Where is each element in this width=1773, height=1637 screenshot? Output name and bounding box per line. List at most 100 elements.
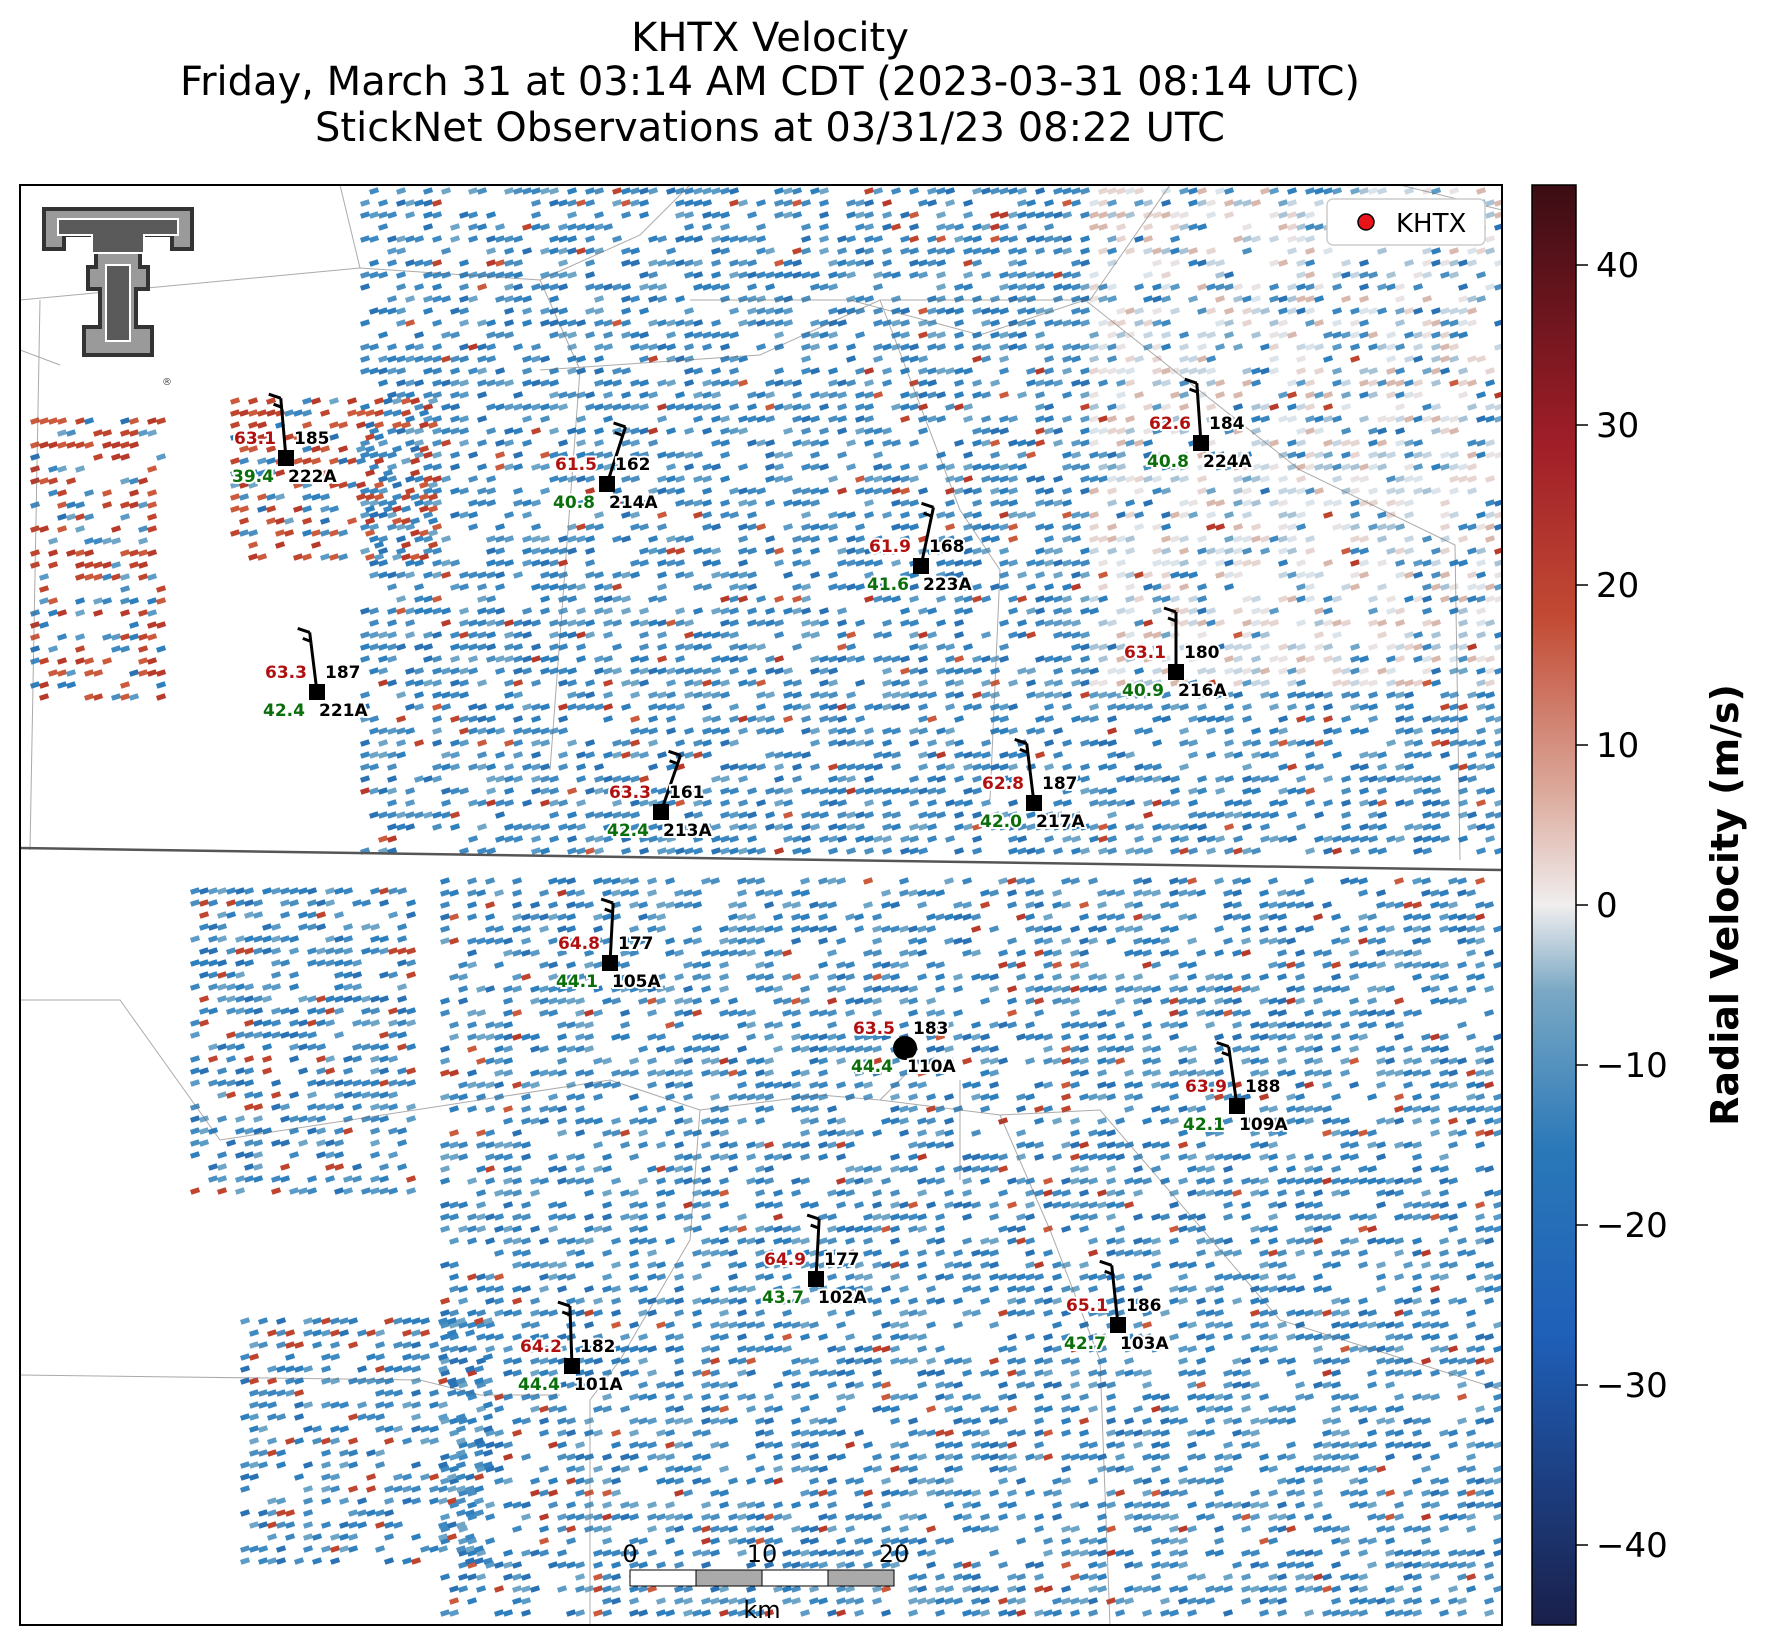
scale-label-10: 10 — [747, 1540, 778, 1568]
station-id: 214A — [609, 493, 658, 513]
station-marker-icon — [599, 476, 615, 492]
colorbar-tick-label: −30 — [1596, 1366, 1668, 1406]
station-102A: 64.9 177 43.7 102A — [760, 1213, 869, 1310]
wind-barb-flag — [806, 1213, 820, 1221]
colorbar: 40 30 20 10 0 −10 −20 −30 −40 Radial Velocity (m… — [1531, 184, 1747, 1626]
title-line3: StickNet Observations at 03/31/23 08:22 … — [315, 105, 1225, 151]
legend-marker-icon — [1357, 213, 1375, 231]
state-boundary — [20, 846, 1502, 872]
wind-barb-flag — [557, 1300, 571, 1308]
wind-barb-flag — [561, 1310, 571, 1317]
station-temp: 61.5 — [555, 455, 597, 475]
station-id: 213A — [663, 821, 712, 841]
wind-barb-flag — [923, 511, 933, 518]
station-wind-dir: 177 — [824, 1250, 860, 1270]
wind-barb-flag — [1221, 1051, 1231, 1057]
station-marker-icon — [1026, 795, 1042, 811]
radar-velocity-field — [29, 187, 1502, 1617]
station-wind-dir: 183 — [913, 1019, 949, 1039]
station-temp: 63.1 — [1124, 643, 1166, 663]
wind-barb-staff — [605, 426, 627, 485]
station-109A: 63.9 188 42.1 109A — [1181, 1041, 1290, 1137]
station-dewpoint: 44.1 — [556, 972, 598, 992]
legend: KHTX — [1326, 198, 1486, 246]
colorbar-tick-label: −10 — [1596, 1046, 1668, 1086]
wind-barb-flag — [1163, 606, 1177, 614]
station-id: 103A — [1120, 1334, 1169, 1354]
station-temp: 63.9 — [1185, 1077, 1227, 1097]
scale-bar: 0 10 20 km — [622, 1540, 909, 1624]
station-temp: 64.9 — [764, 1250, 806, 1270]
wind-barb-staff — [659, 754, 682, 813]
station-id: 101A — [574, 1375, 623, 1395]
wind-barb-flag — [1188, 387, 1198, 394]
station-dewpoint: 42.1 — [1183, 1115, 1225, 1135]
station-wind-dir: 185 — [294, 429, 330, 449]
station-wind-dir: 161 — [669, 783, 705, 803]
station-dewpoint: 41.6 — [867, 575, 909, 595]
wind-barb-flag — [1104, 1269, 1114, 1276]
station-temp: 64.2 — [520, 1337, 562, 1357]
colorbar-tick-label: 30 — [1596, 406, 1639, 446]
station-dewpoint: 44.4 — [518, 1375, 560, 1395]
station-dewpoint: 44.4 — [851, 1057, 893, 1077]
station-marker-icon — [1110, 1317, 1126, 1333]
wind-barb-staff — [608, 903, 615, 964]
station-wind-dir: 182 — [580, 1337, 616, 1357]
wind-barb-flag — [268, 392, 282, 400]
colorbar-tick-label: −40 — [1596, 1526, 1668, 1566]
wind-barb-flag — [669, 759, 679, 766]
scale-label-20: 20 — [879, 1540, 910, 1568]
scale-label-0: 0 — [622, 1540, 637, 1568]
station-wind-dir: 186 — [1126, 1296, 1162, 1316]
station-temp: 63.1 — [234, 429, 276, 449]
colorbar-tick-label: 10 — [1596, 726, 1639, 766]
station-id: 217A — [1036, 812, 1085, 832]
station-214A: 61.5 162 40.8 214A — [551, 421, 660, 515]
station-223A: 61.9 168 41.6 223A — [865, 501, 974, 597]
station-id: 105A — [612, 972, 661, 992]
station-216A: 63.1 180 40.9 216A — [1120, 606, 1229, 703]
wind-barb-flag — [604, 907, 614, 914]
station-wind-dir: 168 — [929, 537, 965, 557]
colorbar-gradient — [1531, 184, 1577, 1626]
station-105A: 64.8 177 44.1 105A — [554, 897, 663, 994]
wind-barb-staff — [568, 1305, 574, 1367]
registered-mark: ® — [162, 377, 172, 388]
station-224A: 62.6 184 40.8 224A — [1145, 377, 1254, 474]
station-marker-icon — [602, 955, 618, 971]
station-wind-dir: 162 — [615, 455, 651, 475]
wind-barb-flag — [668, 749, 682, 757]
station-id: 110A — [907, 1057, 956, 1077]
map-frame — [19, 184, 1503, 1626]
wind-barb-staff — [279, 398, 288, 459]
radar-site-marker-icon — [893, 1036, 917, 1060]
wind-barb-flag — [273, 402, 283, 409]
station-marker-icon — [913, 558, 929, 574]
station-wind-dir: 177 — [618, 934, 654, 954]
station-dewpoint: 42.4 — [607, 821, 649, 841]
wind-barb-flag — [1167, 616, 1177, 623]
wind-barb-flag — [1014, 738, 1028, 745]
wind-barb-flag — [1216, 1041, 1230, 1049]
station-temp: 63.3 — [609, 783, 651, 803]
station-id: 223A — [923, 575, 972, 595]
wind-barb-flag — [297, 627, 311, 634]
station-marker-icon — [653, 804, 669, 820]
wind-barb-flag — [1019, 747, 1029, 754]
station-marker-icon — [1168, 664, 1184, 680]
wind-barb-staff — [308, 632, 319, 693]
wind-barb-staff — [1110, 1265, 1120, 1326]
station-id: 216A — [1178, 681, 1227, 701]
station-id: 224A — [1203, 452, 1252, 472]
station-marker-icon — [278, 450, 294, 466]
station-temp: 62.6 — [1149, 414, 1191, 434]
station-dewpoint: 40.8 — [553, 493, 595, 513]
station-221A: 63.3 187 42.4 221A — [261, 627, 370, 723]
station-wind-dir: 187 — [325, 663, 361, 683]
wind-barb-staff — [1195, 383, 1203, 444]
station-id: 221A — [319, 701, 368, 721]
title-line2: Friday, March 31 at 03:14 AM CDT (2023-0… — [180, 59, 1360, 105]
station-110A: 63.5 183 44.4 110A — [849, 1017, 958, 1079]
